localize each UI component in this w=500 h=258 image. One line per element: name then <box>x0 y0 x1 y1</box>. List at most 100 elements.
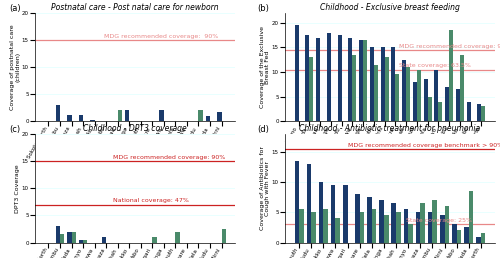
Text: (d): (d) <box>258 125 270 134</box>
Title: Childhood - Exclusive breast feeding: Childhood - Exclusive breast feeding <box>320 3 460 12</box>
Bar <box>294 161 299 243</box>
Text: National coverage: 47%: National coverage: 47% <box>113 198 189 203</box>
Bar <box>67 115 71 121</box>
Bar <box>348 37 352 121</box>
Bar <box>478 104 482 121</box>
Text: MDG recommended coverage: 90%: MDG recommended coverage: 90% <box>113 155 226 160</box>
Bar <box>456 230 461 243</box>
Legend: 2013, 2012: 2013, 2012 <box>95 188 175 194</box>
Bar <box>359 40 363 121</box>
Bar <box>413 82 417 121</box>
Bar <box>352 55 356 121</box>
Bar <box>56 226 60 243</box>
Bar <box>396 75 400 121</box>
Bar <box>424 79 428 121</box>
Bar <box>392 203 396 243</box>
Bar <box>370 47 374 121</box>
Bar <box>360 212 364 243</box>
Bar <box>72 232 76 243</box>
Bar <box>355 194 360 243</box>
Bar <box>380 47 384 121</box>
Bar <box>327 33 331 121</box>
Bar <box>384 215 388 243</box>
Y-axis label: Coverage of postnatal care
(children): Coverage of postnatal care (children) <box>10 24 20 110</box>
Bar <box>404 209 408 243</box>
Bar <box>380 200 384 243</box>
Bar <box>83 240 87 243</box>
Bar <box>482 107 486 121</box>
Bar <box>372 209 376 243</box>
Bar <box>428 212 432 243</box>
Bar <box>406 67 410 121</box>
Bar <box>432 200 437 243</box>
Text: State coverage: 63.5%: State coverage: 63.5% <box>399 63 471 68</box>
Bar <box>198 110 203 121</box>
Bar <box>217 111 222 121</box>
Bar <box>444 206 449 243</box>
Bar <box>440 215 444 243</box>
Bar <box>206 116 210 121</box>
Bar <box>102 237 106 243</box>
Title: Childhood - DPT3 coverage: Childhood - DPT3 coverage <box>83 124 187 133</box>
Bar <box>416 212 420 243</box>
Bar <box>56 105 60 121</box>
Bar <box>316 37 320 121</box>
Bar <box>312 212 316 243</box>
Title: Postnatal care - Post natal care for newborn: Postnatal care - Post natal care for new… <box>51 3 219 12</box>
Y-axis label: DPT3 Coverage: DPT3 Coverage <box>16 164 20 213</box>
Bar <box>331 185 336 243</box>
Bar <box>60 234 64 243</box>
Bar <box>319 182 324 243</box>
Bar <box>222 229 226 243</box>
Text: (b): (b) <box>258 4 270 13</box>
Title: Childhood - Antibiotic treatment for pneumonia: Childhood - Antibiotic treatment for pne… <box>300 124 480 133</box>
Bar <box>294 25 298 121</box>
Text: Average coverage: 2012 = 3.1%, 2013 = 1.7%: Average coverage: 2012 = 3.1%, 2013 = 1.… <box>61 198 209 204</box>
Bar <box>67 232 71 243</box>
Y-axis label: Coverage of Antibiotics for
Cough with Fever: Coverage of Antibiotics for Cough with F… <box>260 146 270 230</box>
Bar <box>428 97 432 121</box>
Bar <box>306 35 310 121</box>
Bar <box>384 57 388 121</box>
Text: MDG recommended coverage:  90%: MDG recommended coverage: 90% <box>104 34 218 39</box>
Text: Average coverage: 2012 = 63.2%, 2013 = 65.5%: Average coverage: 2012 = 63.2%, 2013 = 6… <box>312 198 468 204</box>
Legend: 2013, 2012: 2013, 2012 <box>350 188 430 194</box>
Bar <box>176 232 180 243</box>
Bar <box>299 209 304 243</box>
Bar <box>438 102 442 121</box>
Bar <box>464 228 468 243</box>
Bar <box>152 237 156 243</box>
Bar <box>78 115 83 121</box>
Bar <box>396 212 400 243</box>
Bar <box>336 219 340 243</box>
Text: State coverage: 25%: State coverage: 25% <box>406 218 471 223</box>
Text: (a): (a) <box>9 4 20 13</box>
Bar <box>420 203 425 243</box>
Bar <box>468 191 473 243</box>
Bar <box>481 233 486 243</box>
Bar <box>160 110 164 121</box>
Bar <box>374 64 378 121</box>
Bar <box>452 224 456 243</box>
Bar <box>434 70 438 121</box>
Y-axis label: Coverage of the Exclusive
Breast Fed: Coverage of the Exclusive Breast Fed <box>260 26 270 108</box>
Bar <box>408 224 413 243</box>
Bar <box>392 47 396 121</box>
Bar <box>417 70 421 121</box>
Bar <box>456 89 460 121</box>
Bar <box>466 102 470 121</box>
Bar <box>343 185 347 243</box>
Bar <box>90 120 94 121</box>
Text: MDG recommended coverage: 90%: MDG recommended coverage: 90% <box>399 44 500 49</box>
Bar <box>324 209 328 243</box>
Bar <box>476 237 481 243</box>
Bar <box>306 164 312 243</box>
Text: (c): (c) <box>9 125 20 134</box>
Bar <box>445 87 449 121</box>
Bar <box>118 110 122 121</box>
Bar <box>338 35 342 121</box>
Bar <box>78 240 83 243</box>
Text: MDG recommended coverage benchmark > 90%: MDG recommended coverage benchmark > 90% <box>348 143 500 148</box>
Bar <box>460 55 464 121</box>
Bar <box>402 60 406 121</box>
